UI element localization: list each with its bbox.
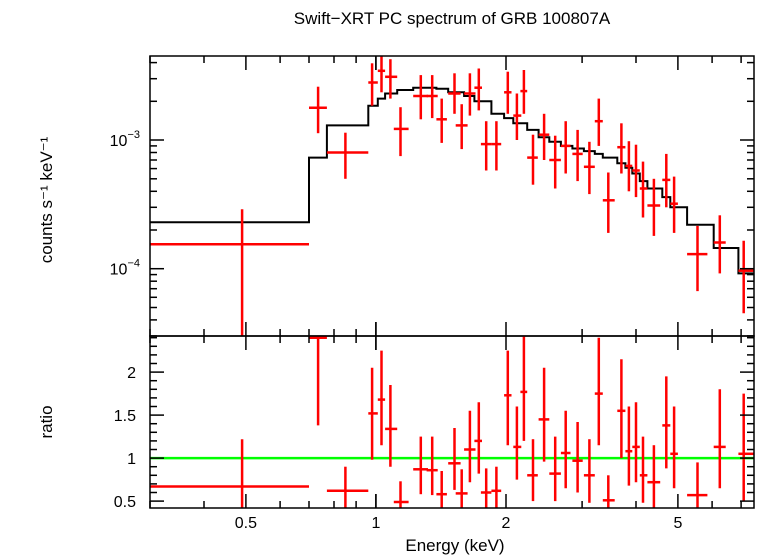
spectrum-point (150, 209, 309, 336)
spectrum-panel: 10−3 10−4 counts s⁻¹ keV⁻¹ (37, 55, 755, 337)
spectrum-point (426, 75, 438, 119)
spectrum-frame (149, 55, 755, 337)
y-tick-label: 0.5 (114, 494, 136, 511)
ratio-point (491, 466, 502, 508)
spectrum-point (639, 161, 648, 218)
y-tick-label: 1.5 (114, 408, 136, 425)
spectrum-point (368, 63, 378, 106)
ratio-point (670, 406, 678, 489)
ratio-point (474, 402, 482, 474)
ratio-point (504, 350, 512, 446)
x-tick-label: 1 (371, 515, 380, 532)
ratio-point (455, 469, 468, 508)
ratio-point (385, 385, 398, 467)
y-tick-label: 1 (127, 451, 136, 468)
spectrum-point (617, 123, 626, 174)
ratio-point (413, 436, 428, 495)
ratio-point (713, 389, 726, 489)
ratio-point (436, 471, 447, 508)
spectrum-point (632, 144, 640, 198)
ratio-point (426, 436, 438, 496)
spectrum-point (687, 225, 708, 292)
ratio-point (368, 367, 378, 460)
spectrum-point (538, 113, 550, 160)
spectrum-point (602, 172, 615, 233)
spectrum-point (549, 135, 561, 189)
x-tick-label: 0.5 (235, 515, 257, 532)
ratio-point (527, 439, 538, 502)
spectrum-point (572, 129, 583, 182)
spectrum-point (738, 240, 754, 314)
spectrum-point (713, 215, 726, 274)
ratio-point (662, 376, 671, 469)
spectrum-point (670, 176, 678, 233)
ratio-point (377, 350, 386, 446)
y-tick-label: 10−4 (110, 258, 140, 279)
spectrum-point (464, 73, 476, 116)
spectrum-point (448, 73, 461, 114)
ratio-point (594, 337, 603, 446)
y-tick-label: 2 (127, 365, 136, 382)
ratio-point (639, 436, 648, 503)
spectrum-point (309, 86, 327, 134)
spectrum-axis-ticks: 10−3 10−4 (110, 56, 754, 337)
ratio-axis-ticks: 0.5 1 2 5 0.5 1 1.5 2 (114, 336, 754, 532)
ratio-point (309, 336, 327, 426)
ratio-point (393, 481, 409, 508)
spectrum-point (393, 107, 409, 157)
spectrum-point (474, 68, 482, 111)
spectrum-data-points (150, 56, 754, 336)
spectrum-point (662, 153, 671, 208)
ratio-point (647, 445, 661, 508)
ratio-frame (149, 335, 755, 509)
ratio-point (602, 475, 615, 508)
ratio-y-axis-label: ratio (37, 405, 56, 438)
ratio-point (617, 359, 626, 459)
ratio-point (464, 410, 476, 483)
x-tick-label: 2 (502, 515, 511, 532)
x-tick-label: 5 (673, 515, 682, 532)
ratio-point (513, 406, 522, 480)
spectrum-point (436, 98, 447, 143)
ratio-point (150, 439, 309, 508)
ratio-point (632, 402, 640, 483)
spectrum-point (583, 141, 595, 195)
ratio-point (560, 410, 571, 489)
ratio-data-points (150, 336, 754, 508)
ratio-point (625, 406, 633, 486)
spectrum-point (527, 134, 538, 185)
spectrum-point (385, 59, 398, 99)
ratio-point (549, 436, 561, 502)
spectrum-point (625, 141, 633, 192)
ratio-point (572, 422, 583, 493)
spectrum-point (594, 98, 603, 146)
ratio-point (520, 336, 528, 441)
chart-title: Swift−XRT PC spectrum of GRB 100807A (294, 9, 611, 28)
y-tick-label: 10−3 (110, 129, 140, 150)
ratio-point (687, 462, 708, 508)
spectrum-y-axis-label: counts s⁻¹ keV⁻¹ (37, 136, 56, 263)
ratio-point (738, 393, 754, 502)
spectrum-point (326, 132, 369, 179)
ratio-panel: 0.5 1 2 5 0.5 1 1.5 2 ratio Energy (keV) (37, 335, 755, 555)
spectrum-point (377, 56, 386, 93)
spectrum-point (647, 178, 661, 236)
ratio-point (480, 468, 492, 508)
spectrum-point (520, 70, 528, 114)
spectrum-point (480, 121, 492, 171)
spectrum-point (504, 71, 512, 114)
spectrum-point (513, 93, 522, 140)
ratio-point (538, 367, 550, 462)
x-axis-label: Energy (keV) (405, 536, 504, 555)
spectrum-point (560, 121, 571, 174)
spectrum-point (455, 104, 468, 150)
ratio-point (326, 466, 369, 508)
spectrum-point (413, 75, 428, 120)
spectrum-point (491, 121, 502, 171)
ratio-point (448, 428, 461, 490)
ratio-point (583, 439, 595, 503)
